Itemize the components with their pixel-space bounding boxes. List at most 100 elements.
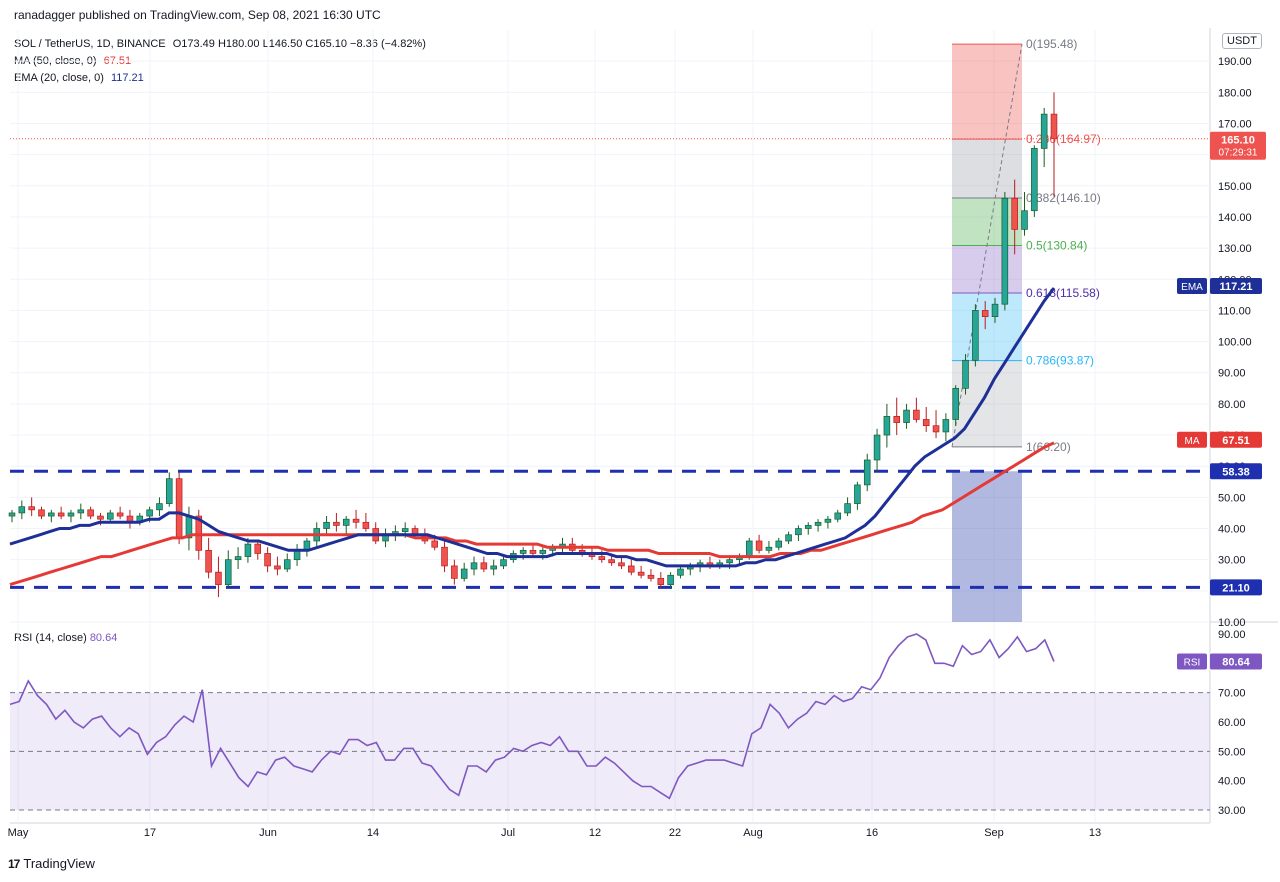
rsi-line xyxy=(9,633,1055,800)
time-tick-label: 13 xyxy=(1089,827,1101,839)
ema-row[interactable]: EMA (20, close, 0) 117.21 xyxy=(14,70,430,87)
candle-body xyxy=(67,512,75,517)
price-tick-label: 140.00 xyxy=(1218,212,1252,224)
candle-body xyxy=(873,434,881,461)
time-tick-label: Jul xyxy=(501,827,515,839)
candle-body xyxy=(1031,148,1038,212)
rsi-badge xyxy=(1210,653,1262,670)
time-tick-label: 17 xyxy=(144,827,156,839)
candle-body xyxy=(333,521,340,526)
time-tick-label: May xyxy=(8,827,29,839)
price-tick-label: 110.00 xyxy=(1218,305,1251,317)
footer-brand[interactable]: 17 TradingView xyxy=(8,856,95,871)
support-lines[interactable] xyxy=(10,469,1210,589)
fib-zone xyxy=(952,293,1022,361)
candle-body xyxy=(1040,113,1048,149)
candle-body xyxy=(470,562,478,570)
candle-body xyxy=(254,543,262,554)
price-tick-label: 10.00 xyxy=(1218,617,1246,629)
candles xyxy=(8,92,1058,598)
grid xyxy=(10,28,1278,824)
price-tick-label: 180.00 xyxy=(1218,87,1252,99)
fib-zone xyxy=(952,139,1022,198)
candle-body xyxy=(48,512,55,517)
fib-zone xyxy=(952,245,1022,294)
rsi-legend[interactable]: RSI (14, close) 80.64 xyxy=(14,632,117,644)
candle-body xyxy=(657,578,665,585)
rsi-tick-label: 30.00 xyxy=(1218,805,1246,817)
candle-body xyxy=(215,571,222,585)
time-tick-label: Jun xyxy=(259,827,277,839)
fib-extension-zone xyxy=(952,471,1022,622)
ohlc-values: O173.49 H180.00 L146.50 C165.10 −8.36 (−… xyxy=(172,38,426,50)
candle-body xyxy=(667,574,674,585)
candle-body xyxy=(87,509,94,517)
candle-body xyxy=(116,512,124,517)
ema-tag-label: EMA xyxy=(1181,282,1203,293)
price-axis[interactable]: 10.0020.0030.0040.0050.0060.0070.0080.00… xyxy=(1177,56,1266,670)
candle-body xyxy=(264,553,271,567)
candle-body xyxy=(726,559,733,564)
candle-body xyxy=(795,528,802,536)
candle-countdown: 07:29:31 xyxy=(1219,148,1258,159)
support-high-badge-value: 58.38 xyxy=(1222,466,1250,478)
candle-body xyxy=(18,506,26,514)
candle-body xyxy=(451,565,458,579)
tradingview-logo-icon: 17 xyxy=(8,856,20,871)
fibonacci-retracement[interactable]: 0(195.48)0.236(164.97)0.382(146.10)0.5(1… xyxy=(951,37,1101,622)
candle-body xyxy=(342,518,350,526)
fib-level-label: 0.382(146.10) xyxy=(1026,191,1101,205)
rsi-label: RSI (14, close) xyxy=(14,632,87,644)
candle-body xyxy=(519,549,527,554)
symbol-label[interactable]: SOL / TetherUS, 1D, BINANCE xyxy=(14,38,166,50)
candle-body xyxy=(981,310,989,318)
candle-body xyxy=(814,521,822,526)
publisher-line: ranadagger published on TradingView.com,… xyxy=(14,8,381,22)
price-tick-label: 50.00 xyxy=(1218,492,1246,504)
candle-body xyxy=(234,556,242,561)
candle-body xyxy=(598,556,606,561)
candle-body xyxy=(107,512,114,520)
candle-body xyxy=(323,521,330,529)
candle-body xyxy=(1050,113,1058,140)
ema-badge xyxy=(1210,277,1262,294)
price-tick-label: 150.00 xyxy=(1218,181,1252,193)
currency-unit-button[interactable]: USDT xyxy=(1222,33,1262,49)
candle-body xyxy=(274,565,281,570)
candle-body xyxy=(824,518,832,523)
time-tick-label: Aug xyxy=(743,827,763,839)
candle-body xyxy=(1001,197,1009,305)
price-tick-label: 30.00 xyxy=(1218,555,1246,567)
time-axis[interactable]: May 17 Jun 14 Jul 12 22 Aug 16 Sep 13 xyxy=(8,827,1102,839)
candle-body xyxy=(38,509,45,517)
footer-brand-text: TradingView xyxy=(23,856,95,871)
candle-body xyxy=(441,546,448,567)
rsi-tick-label: 70.00 xyxy=(1218,688,1246,700)
candle-body xyxy=(854,484,861,504)
candle-body xyxy=(57,512,65,517)
fib-level-label: 0.786(93.87) xyxy=(1026,354,1094,368)
candle-body xyxy=(146,509,153,517)
candle-body xyxy=(844,503,851,514)
candle-body xyxy=(205,549,212,573)
fib-zone xyxy=(952,44,1022,140)
candle-body xyxy=(972,310,979,361)
rsi-tick-label: 50.00 xyxy=(1218,746,1246,758)
candle-body xyxy=(991,303,999,318)
price-tick-label: 40.00 xyxy=(1218,524,1246,536)
candle-body xyxy=(166,478,173,504)
price-tick-label: 190.00 xyxy=(1218,56,1252,68)
candle-body xyxy=(883,416,891,436)
candle-body xyxy=(77,509,85,514)
rsi-tick-label: 40.00 xyxy=(1218,776,1246,788)
candle-body xyxy=(460,568,468,579)
ma50-line xyxy=(9,441,1055,587)
candle-body xyxy=(942,419,950,433)
candle-body xyxy=(539,549,547,554)
candle-body xyxy=(618,562,625,567)
candle-body xyxy=(529,549,537,554)
time-tick-label: 16 xyxy=(866,827,878,839)
candle-body xyxy=(28,506,35,511)
